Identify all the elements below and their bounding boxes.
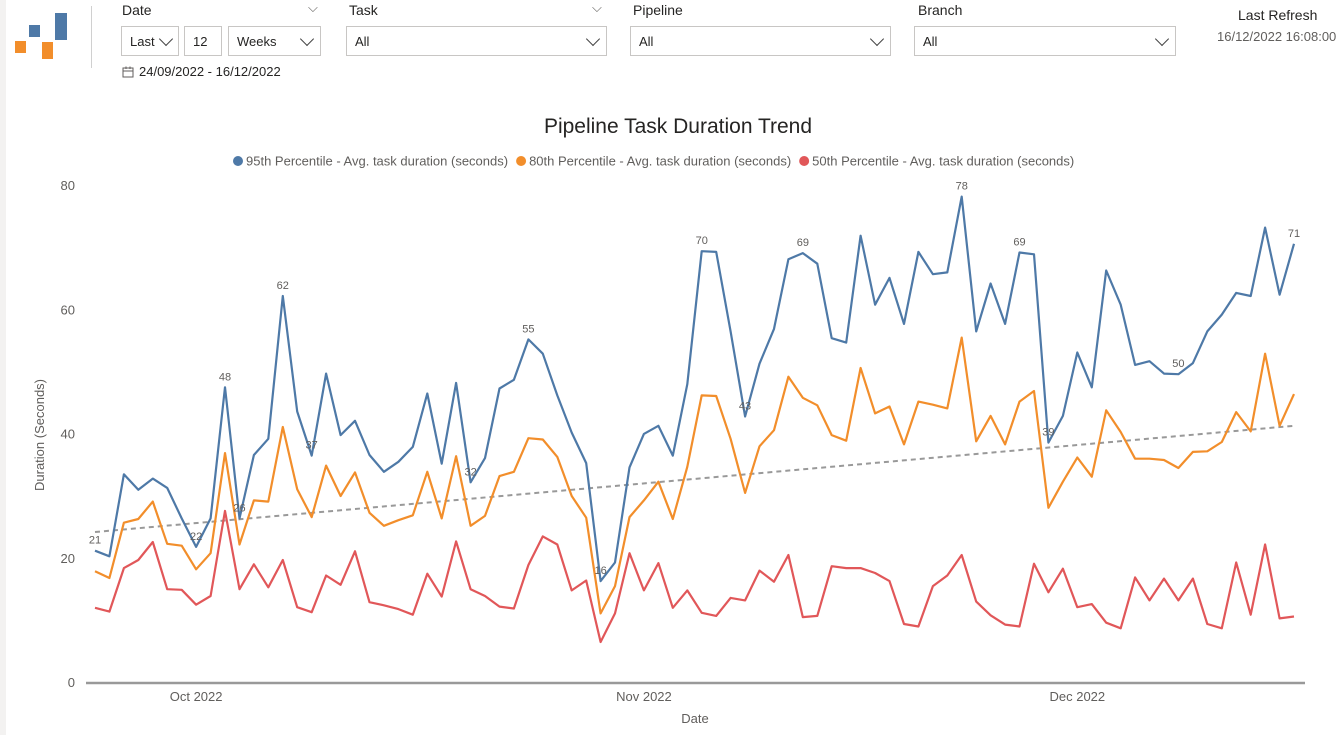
data-label: 26	[233, 502, 245, 514]
x-tick-label: Oct 2022	[170, 689, 223, 704]
data-label: 78	[956, 181, 968, 193]
last-refresh-label: Last Refresh	[1238, 7, 1318, 23]
date-relative-value: Last	[130, 33, 155, 49]
y-tick-label: 40	[61, 427, 75, 442]
data-label: 43	[739, 400, 751, 412]
data-label: 70	[696, 235, 708, 247]
series-95th-line	[94, 195, 1296, 583]
branch-select[interactable]: All	[914, 26, 1176, 56]
series-lines	[94, 195, 1296, 644]
data-label: 50	[1172, 358, 1184, 370]
date-relative-select[interactable]: Last	[121, 26, 179, 56]
data-label: 16	[594, 565, 606, 577]
data-label: 55	[522, 323, 534, 335]
series-50th-line	[94, 509, 1295, 644]
y-tick-label: 60	[61, 302, 75, 317]
data-label: 69	[797, 237, 809, 249]
data-label: 32	[464, 466, 476, 478]
legend-label: 80th Percentile - Avg. task duration (se…	[529, 154, 791, 169]
task-slicer-collapse-icon[interactable]: ⌵	[592, 0, 602, 15]
legend-label: 50th Percentile - Avg. task duration (se…	[812, 154, 1074, 169]
header-divider	[91, 6, 92, 68]
pipeline-slicer-title: Pipeline	[633, 2, 683, 18]
chevron-down-icon	[158, 31, 173, 46]
date-count-input[interactable]: 12	[184, 26, 222, 56]
trendline-95th	[94, 424, 1295, 534]
company-logo	[15, 13, 67, 59]
legend-marker	[799, 156, 810, 166]
task-select-value: All	[355, 33, 370, 49]
chevron-down-icon	[1154, 31, 1170, 46]
trend-line	[94, 424, 1295, 534]
chart-title: Pipeline Task Duration Trend	[544, 115, 812, 138]
date-range: 24/09/2022 - 16/12/2022	[122, 64, 281, 79]
date-range-text: 24/09/2022 - 16/12/2022	[139, 64, 281, 79]
pipeline-select[interactable]: All	[630, 26, 891, 56]
pipeline-select-value: All	[639, 33, 654, 49]
y-axis-title: Duration (Seconds)	[32, 379, 47, 491]
data-labels: 21 22 48 26 62 37 32 55 16 70 43 69 78 69 39 50 71	[89, 181, 1300, 578]
branch-select-value: All	[923, 33, 938, 49]
data-label: 37	[306, 440, 318, 452]
y-axis: 0 20 40 60 80	[61, 178, 75, 690]
data-label: 71	[1288, 228, 1300, 240]
chevron-down-icon	[299, 31, 315, 46]
date-unit-value: Weeks	[237, 33, 277, 49]
date-unit-select[interactable]: Weeks	[228, 26, 321, 56]
left-edge-strip	[0, 0, 6, 735]
data-label: 22	[190, 531, 202, 543]
chevron-down-icon	[585, 31, 601, 46]
calendar-icon	[122, 66, 134, 77]
last-refresh-value: 16/12/2022 16:08:00	[1217, 29, 1337, 44]
data-label: 62	[277, 280, 289, 292]
x-axis: Oct 2022 Nov 2022 Dec 2022	[170, 689, 1105, 704]
y-tick-label: 20	[61, 551, 75, 566]
series-80th-line	[94, 336, 1296, 615]
date-count-value: 12	[193, 33, 208, 49]
chevron-down-icon	[869, 31, 885, 46]
branch-slicer-title: Branch	[918, 2, 963, 18]
task-select[interactable]: All	[346, 26, 607, 56]
y-tick-label: 80	[61, 178, 75, 193]
legend-label: 95th Percentile - Avg. task duration (se…	[246, 154, 508, 169]
legend-marker	[233, 156, 243, 166]
data-label: 21	[89, 535, 101, 547]
task-slicer-title: Task	[349, 2, 378, 18]
y-tick-label: 0	[68, 675, 75, 690]
chart-legend: 95th Percentile - Avg. task duration (se…	[233, 154, 1074, 169]
legend-marker	[516, 156, 527, 166]
data-label: 48	[219, 371, 231, 383]
x-tick-label: Nov 2022	[616, 689, 672, 704]
date-slicer-title: Date	[122, 2, 152, 18]
data-label: 69	[1013, 236, 1025, 248]
x-tick-label: Dec 2022	[1049, 689, 1105, 704]
date-slicer-collapse-icon[interactable]: ⌵	[308, 0, 318, 15]
data-label: 39	[1042, 427, 1054, 439]
x-axis-title: Date	[681, 711, 708, 726]
duration-trend-chart: Pipeline Task Duration Trend 95th Percen…	[32, 115, 1305, 726]
